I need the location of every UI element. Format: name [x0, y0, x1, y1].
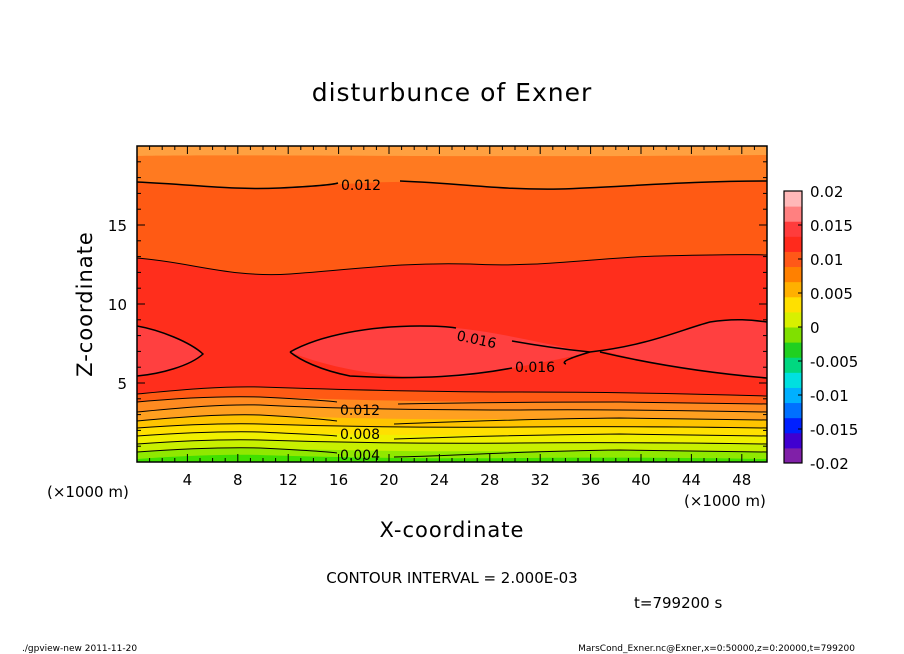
x-tick-label: 8: [233, 471, 243, 489]
colorbar-segment: [784, 251, 802, 268]
contour-lines: [137, 180, 767, 458]
x-axis: 4 8 12 16 20 24 28 32 36 40 44 48: [149, 146, 755, 489]
x-tick-label: 20: [379, 471, 398, 489]
chart-title: disturbunce of Exner: [312, 78, 593, 107]
colorbar-label: -0.01: [810, 387, 849, 405]
colorbar-segment: [784, 447, 802, 464]
contour-line-low-f: [137, 431, 767, 440]
colorbar-segment: [784, 236, 802, 252]
max-right: [600, 319, 767, 378]
colorbar-segment: [784, 417, 802, 434]
x-tick-label: 4: [183, 471, 193, 489]
contour-fill: [137, 146, 767, 462]
contour-line-low-a: [137, 386, 767, 397]
contour-line-0.012-top: [137, 180, 767, 190]
contour-line-0.014: [137, 254, 767, 276]
colorbar-label: 0.01: [810, 251, 843, 269]
colorbar-label: 0: [810, 319, 820, 337]
footer-right: MarsCond_Exner.nc@Exner,x=0:50000,z=0:20…: [578, 644, 855, 654]
colorbar-ticks: 0.02 0.015 0.01 0.005 0 -0.005 -0.01 -0.015 -0.0…: [798, 183, 858, 473]
x-unit-left: (×1000 m): [47, 483, 129, 501]
contour-line-low-h: [137, 447, 767, 458]
contour-label: 0.008: [340, 427, 380, 443]
x-tick-label: 44: [682, 471, 701, 489]
colorbar-label: -0.015: [810, 421, 858, 439]
contour-line-low-b: [137, 396, 767, 405]
contour-line-0.016-right: [589, 318, 767, 379]
x-tick-label: 40: [631, 471, 650, 489]
colorbar-label: -0.02: [810, 455, 849, 473]
y-axis-label: Z-coordinate: [73, 231, 97, 377]
max-center: [290, 326, 590, 378]
contour-label: 0.016: [515, 360, 555, 376]
colorbar-label: 0.005: [810, 285, 853, 303]
colorbar-segment: [784, 432, 802, 449]
colorbar-segment: [784, 342, 802, 358]
colorbar-segment: [784, 357, 802, 373]
contour-label-group: 0.012 0.016 0.016 0.012 0.008 0.004: [340, 178, 555, 464]
colorbar-segment: [784, 191, 802, 207]
x-axis-label: X-coordinate: [380, 518, 525, 542]
colorbar-segment: [784, 281, 802, 298]
colorbar-segment: [784, 206, 802, 222]
x-tick-label: 16: [329, 471, 348, 489]
colorbar-segment: [784, 372, 802, 388]
contour-line-low-e: [137, 423, 767, 429]
time-text: t=799200 s: [634, 594, 722, 612]
contour-label: 0.012: [340, 403, 380, 419]
contour-interval-text: CONTOUR INTERVAL = 2.000E-03: [326, 569, 577, 587]
colorbar-segment: [784, 296, 802, 313]
y-tick-label: 15: [108, 217, 127, 235]
x-tick-label: 48: [732, 471, 751, 489]
contour-line-low-c: [137, 404, 767, 413]
y-axis: 5 10 15: [108, 161, 767, 447]
colorbar: [784, 191, 802, 464]
y-tick-label: 10: [108, 296, 127, 314]
colorbar-segment: [784, 221, 802, 237]
colorbar-label: -0.005: [810, 353, 858, 371]
colorbar-label: 0.02: [810, 183, 843, 201]
colorbar-segment: [784, 402, 802, 419]
footer-left: ./gpview-new 2011-11-20: [22, 644, 137, 654]
colorbar-segment: [784, 311, 802, 328]
x-tick-label: 24: [430, 471, 449, 489]
y-tick-label: 5: [117, 375, 127, 393]
contour-line-0.016-left: [137, 325, 205, 377]
colorbar-label: 0.015: [810, 217, 853, 235]
contour-label: 0.012: [341, 178, 381, 194]
x-tick-label: 36: [581, 471, 600, 489]
x-tick-label: 12: [279, 471, 298, 489]
contour-line-low-d: [137, 414, 767, 425]
colorbar-segment: [784, 387, 802, 404]
x-unit-right: (×1000 m): [684, 492, 766, 510]
contour-line-low-g: [137, 439, 767, 445]
colorbar-segment: [784, 327, 802, 343]
x-tick-label: 32: [531, 471, 550, 489]
colorbar-segment: [784, 266, 802, 283]
x-tick-label: 28: [480, 471, 499, 489]
contour-label: 0.004: [340, 448, 380, 464]
contour-line-0.016-center: [289, 325, 591, 379]
